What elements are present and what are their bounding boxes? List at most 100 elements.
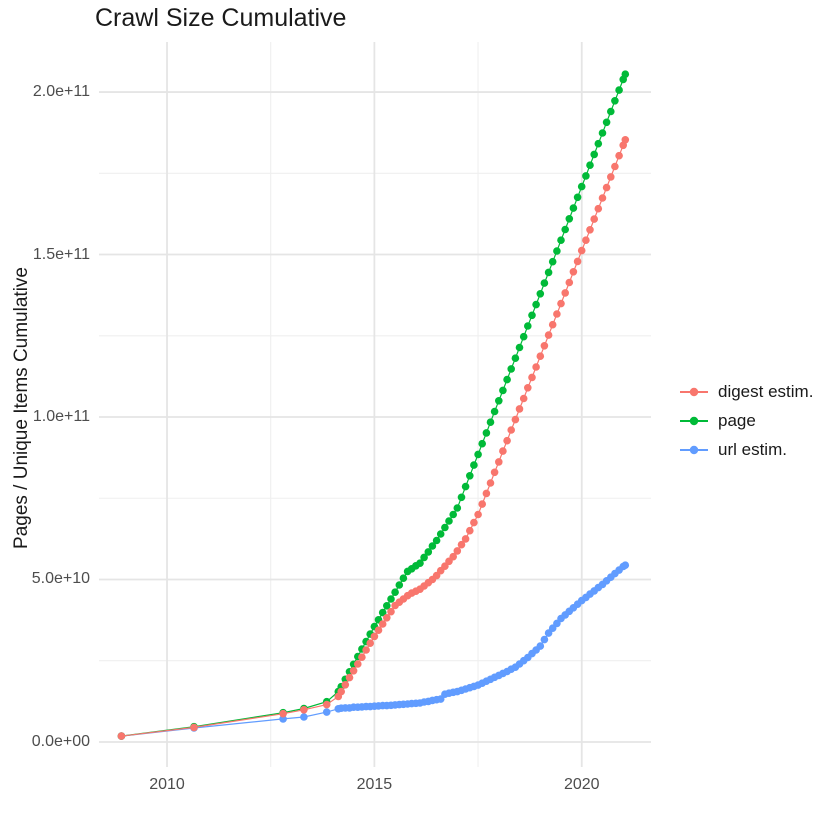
series-line-digest-estim- [121, 139, 626, 737]
data-point [557, 236, 565, 244]
data-point [615, 86, 623, 94]
data-point [490, 407, 499, 416]
data-point [569, 268, 578, 276]
data-point [474, 510, 482, 519]
data-point [449, 552, 458, 561]
data-point [544, 268, 553, 277]
data-point [565, 278, 574, 287]
data-point [461, 535, 470, 543]
data-point [561, 289, 569, 297]
data-point [557, 299, 565, 308]
data-point [528, 373, 536, 382]
data-point [391, 588, 399, 596]
legend-key-icon [680, 387, 708, 397]
data-point [573, 257, 582, 266]
data-point [621, 136, 630, 144]
data-point [594, 204, 603, 213]
series-line-page [121, 73, 626, 737]
data-point [383, 614, 391, 622]
legend-item-page: page [679, 411, 813, 431]
data-point [582, 236, 590, 244]
data-point [279, 709, 287, 718]
data-point [548, 320, 557, 329]
data-point [470, 518, 478, 527]
data-point [548, 257, 557, 266]
data-point [490, 468, 499, 477]
data-point [436, 530, 445, 538]
data-point [536, 352, 545, 361]
data-point [300, 706, 308, 714]
data-point [569, 204, 578, 212]
data-point [621, 70, 630, 78]
data-point [594, 139, 603, 148]
data-point [457, 493, 466, 502]
data-point [279, 715, 287, 723]
data-point [470, 461, 478, 469]
data-point [586, 226, 594, 234]
chart-title: Crawl Size Cumulative [95, 4, 347, 32]
data-point [524, 322, 532, 330]
data-point [511, 415, 520, 424]
data-point [524, 384, 532, 392]
data-point [486, 479, 495, 487]
data-point [374, 626, 383, 634]
data-point [383, 602, 391, 610]
data-point [590, 150, 598, 159]
data-point [540, 635, 549, 644]
data-point [466, 472, 474, 480]
data-point [453, 547, 462, 555]
legend-label: digest estim. [718, 382, 814, 401]
data-point [577, 246, 586, 255]
data-point [598, 129, 607, 137]
data-point [420, 553, 428, 562]
data-point [337, 687, 346, 696]
y-tick-label: 2.0e+11 [32, 83, 90, 101]
data-point [428, 542, 437, 550]
legend-key-icon [680, 445, 708, 455]
data-point [565, 215, 574, 223]
data-point [553, 247, 561, 255]
legend-label: page [718, 411, 756, 430]
data-point [611, 162, 619, 171]
data-point [532, 363, 540, 371]
data-point [544, 331, 553, 339]
data-point [322, 708, 331, 716]
data-point [300, 713, 308, 721]
legend-item-digest-estim-: digest estim. [679, 382, 813, 402]
data-point [416, 559, 424, 567]
data-point [445, 517, 453, 525]
data-point [482, 489, 491, 498]
data-point [449, 510, 458, 519]
x-tick-label: 2020 [563, 776, 600, 793]
data-point [607, 173, 615, 181]
data-point [536, 290, 545, 298]
data-point [503, 375, 511, 384]
data-point [387, 607, 395, 616]
data-point [536, 642, 545, 650]
data-point [341, 681, 350, 689]
series-line-url-estim- [121, 564, 626, 737]
y-tick-label: 1.5e+11 [32, 245, 90, 263]
data-point [395, 581, 404, 589]
data-point [362, 646, 370, 654]
data-point [503, 436, 511, 445]
y-tick-label: 5.0e+10 [31, 570, 90, 588]
data-point [621, 561, 630, 569]
data-point [515, 405, 524, 413]
data-point [345, 673, 354, 682]
data-point [478, 500, 487, 508]
data-point [540, 342, 549, 350]
data-point [602, 118, 611, 127]
data-point [486, 418, 495, 427]
data-point [602, 183, 611, 192]
y-tick-label: 1.0e+11 [32, 408, 90, 425]
data-point [466, 526, 474, 535]
data-point [528, 311, 536, 320]
data-point [519, 394, 528, 403]
data-point [378, 608, 387, 617]
y-tick-label: 0.0e+00 [31, 732, 90, 750]
data-point [586, 161, 594, 169]
data-point [507, 426, 515, 434]
